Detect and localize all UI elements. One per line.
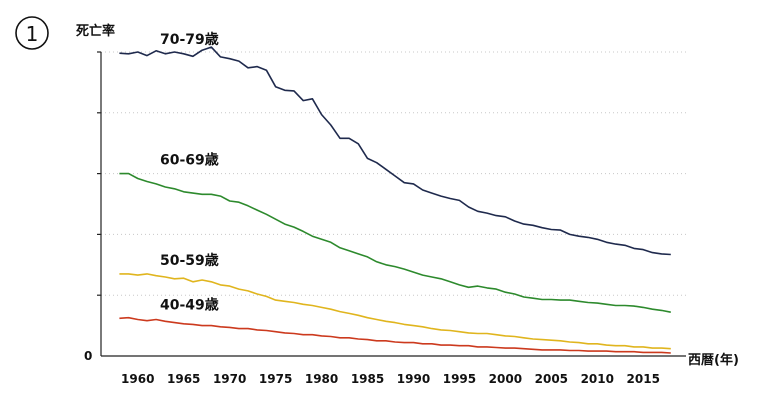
y-ticks xyxy=(97,51,101,296)
x-tick-label: 2005 xyxy=(535,372,568,386)
x-tick-label: 1960 xyxy=(121,372,154,386)
series-line-1 xyxy=(119,46,671,256)
x-tick-label: 1990 xyxy=(397,372,430,386)
series-line-2 xyxy=(119,172,671,313)
series-line-3 xyxy=(119,273,671,350)
series-labels: 70-79歳 60-69歳 50-59歳 40-49歳 xyxy=(160,31,219,313)
x-tick-label: 1980 xyxy=(305,372,338,386)
series-label-3: 50-59歳 xyxy=(160,252,219,269)
series-label-4: 40-49歳 xyxy=(160,296,219,313)
gridlines xyxy=(101,51,686,296)
x-tick-labels: 1960 1965 1970 1975 1980 1985 1990 1995 2000 2005… xyxy=(121,372,660,386)
x-tick-label: 1965 xyxy=(167,372,200,386)
figure-number: 1 xyxy=(26,22,39,46)
x-axis-title: 西暦(年) xyxy=(688,352,739,368)
x-tick-label: 1995 xyxy=(443,372,476,386)
figure-number-circle xyxy=(15,16,49,50)
x-tick-label: 2015 xyxy=(627,372,660,386)
series-label-1: 70-79歳 xyxy=(160,31,219,48)
y-zero-label: 0 xyxy=(84,349,92,363)
y-axis-title: 死亡率 xyxy=(76,23,115,39)
series-line-4 xyxy=(119,316,671,354)
x-tick-label: 1970 xyxy=(213,372,246,386)
x-tick-label: 1985 xyxy=(351,372,384,386)
x-tick-label: 1975 xyxy=(259,372,292,386)
x-tick-label: 2000 xyxy=(489,372,522,386)
series-label-2: 60-69歳 xyxy=(160,152,219,169)
series-group xyxy=(119,46,671,354)
x-tick-label: 2010 xyxy=(581,372,614,386)
